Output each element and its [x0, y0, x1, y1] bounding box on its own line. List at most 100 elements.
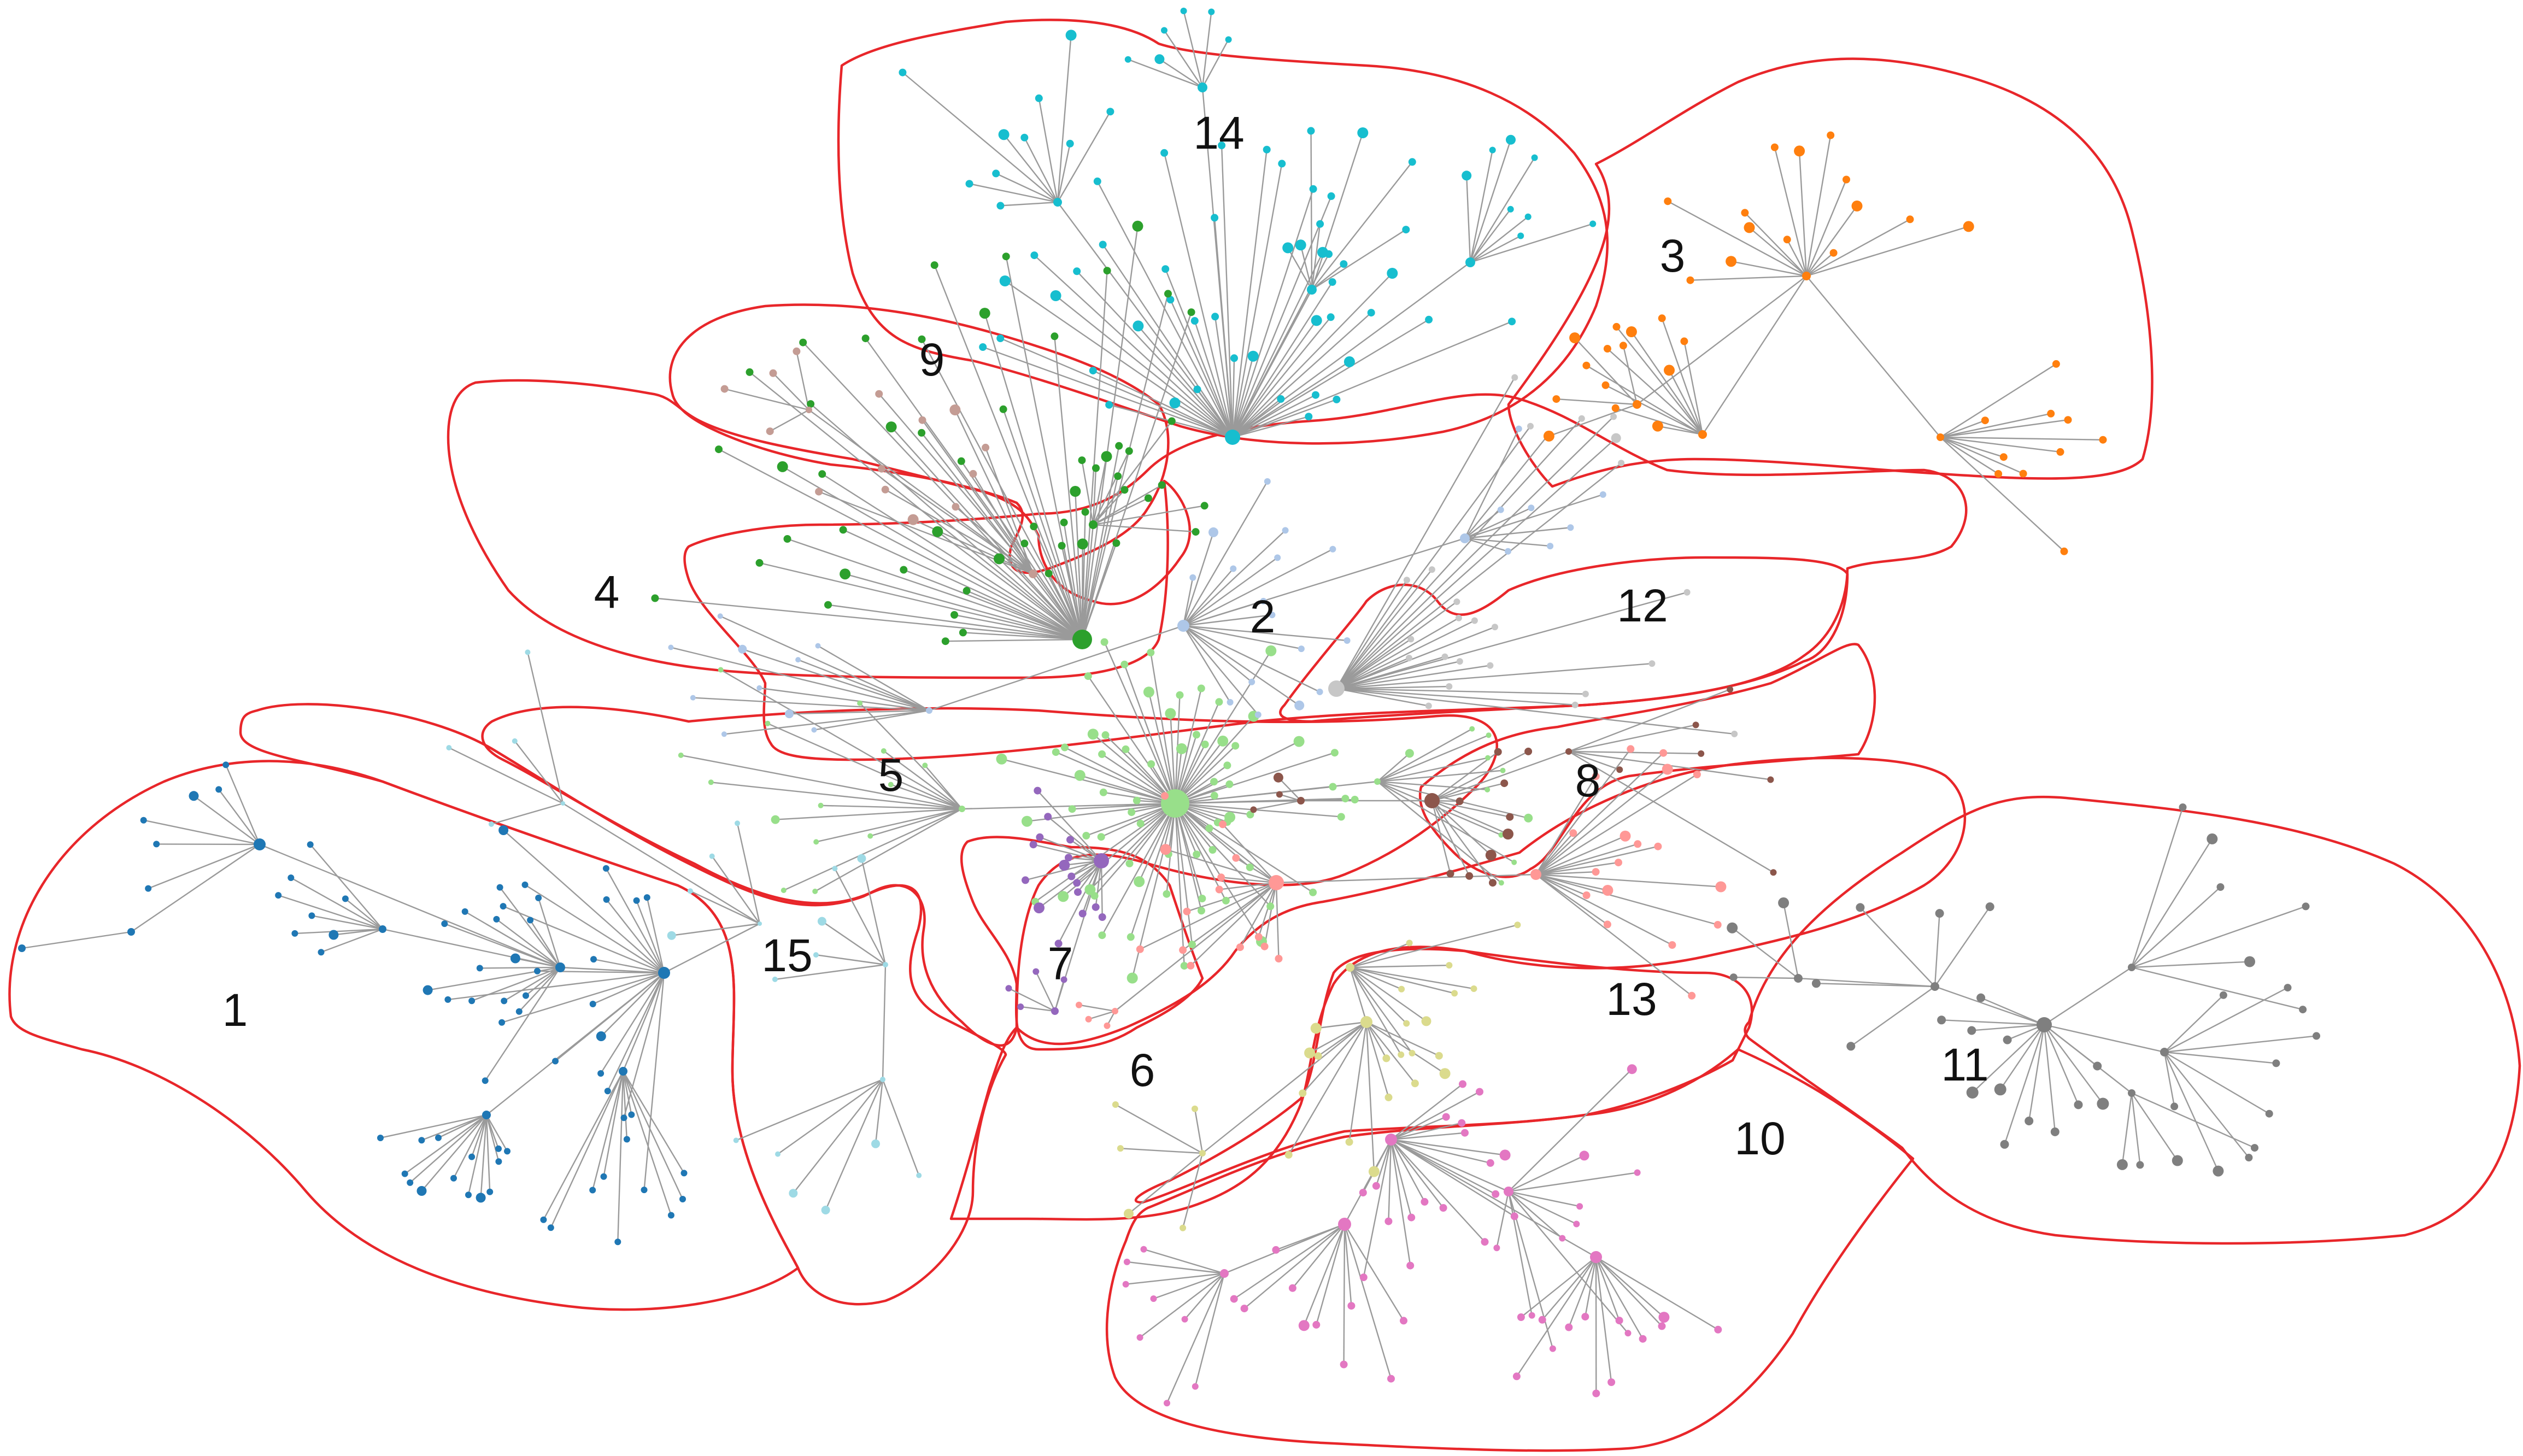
- node-cluster-14: [1066, 139, 1074, 148]
- hub-node-cluster-1: [482, 1111, 491, 1119]
- edge: [2043, 1024, 2056, 1132]
- edge: [1150, 652, 1176, 804]
- node-cluster-4: [963, 586, 971, 595]
- cluster-outline-5: [481, 706, 1498, 1047]
- edge: [1390, 1138, 1505, 1156]
- node-cluster-11: [1778, 897, 1789, 908]
- node-cluster-7: [1098, 913, 1106, 921]
- edge: [143, 819, 260, 846]
- node-cluster-10: [1240, 1305, 1248, 1313]
- node-cluster-10: [1714, 1325, 1722, 1334]
- edge: [1390, 1139, 1411, 1266]
- edge: [1092, 450, 1130, 525]
- edge: [1093, 733, 1176, 804]
- node-cluster-13: [1403, 1020, 1410, 1027]
- edge: [1232, 316, 1331, 438]
- node-cluster-1: [600, 1173, 607, 1180]
- node-cluster-1: [589, 1187, 596, 1194]
- edge: [530, 919, 561, 968]
- edge: [1264, 882, 1277, 947]
- node-cluster-13: [1514, 921, 1521, 929]
- node-cluster-1: [127, 928, 135, 936]
- node-cluster-1: [468, 997, 476, 1005]
- edge: [1516, 1257, 1597, 1377]
- node-cluster-2: [815, 643, 821, 649]
- node-cluster-5: [996, 753, 1007, 765]
- node-cluster-14: [1316, 220, 1324, 228]
- edge: [742, 648, 930, 712]
- node-cluster-12: [1492, 624, 1498, 631]
- edge: [1786, 239, 1808, 277]
- node-cluster-2: [1260, 597, 1267, 604]
- edge: [1175, 741, 1300, 805]
- node-cluster-1: [667, 1212, 674, 1219]
- edge: [1057, 143, 1071, 203]
- node-cluster-6: [1620, 830, 1631, 842]
- edge: [1343, 1139, 1392, 1225]
- edge: [1390, 1139, 1444, 1208]
- node-cluster-1: [602, 865, 609, 872]
- node-cluster-14: [1050, 290, 1061, 301]
- edge: [2131, 1093, 2178, 1161]
- edge: [1940, 436, 2024, 474]
- node-cluster-4: [1051, 332, 1059, 340]
- node-cluster-12: [1582, 690, 1589, 697]
- node-cluster-11: [1966, 1087, 1979, 1099]
- node-cluster-1: [495, 1158, 502, 1165]
- node-cluster-3: [1963, 221, 1974, 232]
- edge: [1054, 336, 1083, 640]
- edge: [680, 754, 963, 810]
- node-cluster-12: [1471, 617, 1478, 624]
- edge: [622, 1071, 632, 1115]
- edge: [1221, 877, 1277, 884]
- edge: [600, 972, 665, 1037]
- node-cluster-5: [1223, 761, 1231, 770]
- node-cluster-8: [1503, 829, 1513, 839]
- edge: [772, 373, 809, 410]
- node-cluster-10: [1372, 1182, 1380, 1190]
- node-cluster-6: [1715, 881, 1727, 893]
- edge: [1086, 802, 1176, 837]
- node-cluster-3: [1726, 256, 1737, 267]
- node-cluster-10: [1538, 1316, 1546, 1324]
- edge: [1431, 800, 1510, 818]
- edge: [225, 764, 261, 845]
- edge: [1035, 803, 1176, 902]
- node-cluster-9: [878, 465, 885, 473]
- edge: [1999, 1024, 2045, 1090]
- edge: [1469, 139, 1512, 263]
- edge: [622, 1071, 684, 1200]
- node-cluster-5: [1143, 686, 1154, 698]
- edge: [1521, 1257, 1597, 1318]
- edge: [783, 808, 963, 891]
- edge: [822, 920, 886, 965]
- node-cluster-11: [1856, 903, 1865, 912]
- edge: [1174, 402, 1233, 438]
- node-cluster-4: [959, 629, 967, 637]
- edge: [1201, 39, 1229, 88]
- hub-node-cluster-6: [1530, 869, 1541, 880]
- edge: [1782, 902, 1799, 979]
- edge: [1431, 750, 1569, 802]
- cluster-label-1: 1: [222, 984, 248, 1036]
- edge: [870, 808, 963, 837]
- edge: [1390, 1122, 1462, 1141]
- hub-node-cluster-7: [1051, 1007, 1059, 1015]
- edge: [1508, 1190, 1580, 1207]
- edge: [465, 911, 561, 968]
- edge: [1667, 201, 1807, 277]
- edge: [471, 966, 561, 1002]
- edge: [1390, 1138, 1491, 1164]
- edge: [1311, 224, 1321, 290]
- node-cluster-10: [1573, 1220, 1580, 1228]
- node-cluster-1: [307, 841, 314, 848]
- node-cluster-9: [918, 416, 926, 424]
- edge: [1076, 271, 1233, 438]
- node-cluster-2: [1189, 574, 1196, 581]
- node-cluster-3: [1783, 236, 1791, 244]
- node-cluster-2: [1264, 478, 1271, 485]
- edge: [929, 625, 1184, 712]
- edge: [724, 709, 930, 735]
- edge: [1774, 147, 1808, 277]
- edge: [2121, 1093, 2133, 1165]
